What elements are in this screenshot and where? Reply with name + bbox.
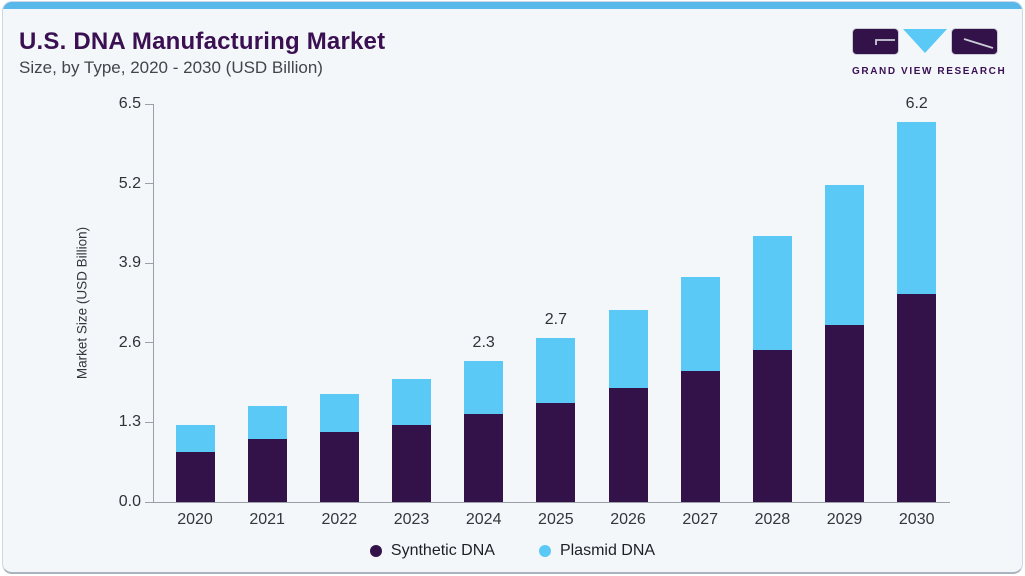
legend-dot-icon bbox=[369, 545, 382, 557]
gvr-logo-text: GRAND VIEW RESEARCH bbox=[852, 66, 1007, 77]
legend-label: Plasmid DNA bbox=[559, 542, 656, 559]
x-tick-label: 2024 bbox=[465, 511, 502, 528]
y-tick-mark bbox=[145, 342, 153, 344]
y-tick-mark bbox=[145, 501, 153, 503]
synthetic-dna-segment bbox=[897, 293, 937, 502]
plasmid-dna-segment bbox=[897, 122, 937, 294]
synthetic-dna-segment bbox=[392, 424, 431, 502]
synthetic-dna-segment bbox=[536, 402, 576, 502]
x-tick-label: 2021 bbox=[249, 511, 285, 528]
y-tick-label: 2.6 bbox=[118, 333, 141, 351]
synthetic-dna-segment bbox=[464, 414, 504, 502]
plasmid-dna-segment bbox=[680, 276, 720, 371]
legend-label: Synthetic DNA bbox=[390, 542, 495, 559]
y-tick-mark bbox=[145, 103, 153, 105]
stacked-bar-2028 bbox=[752, 235, 792, 502]
chart-legend: Synthetic DNA Plasmid DNA bbox=[3, 542, 1022, 560]
x-tick-label: 2022 bbox=[321, 511, 358, 528]
x-tick-label: 2029 bbox=[826, 511, 863, 528]
x-tick-label: 2025 bbox=[538, 511, 574, 528]
y-tick-mark bbox=[145, 262, 153, 264]
stacked-bar-2023 bbox=[392, 378, 431, 502]
x-tick-label: 2020 bbox=[177, 511, 213, 528]
stacked-bar-2020 bbox=[175, 425, 215, 502]
stacked-bar-2026 bbox=[608, 309, 648, 502]
x-tick-label: 2028 bbox=[754, 511, 791, 528]
plasmid-dna-segment bbox=[752, 235, 792, 350]
plasmid-dna-segment bbox=[608, 309, 648, 388]
grand-view-research-logo: GRAND VIEW RESEARCH bbox=[852, 28, 1007, 77]
bar-value-label: 2.7 bbox=[544, 310, 567, 328]
top-accent-bar bbox=[3, 2, 1022, 9]
stacked-bar-2030 bbox=[897, 122, 937, 502]
y-tick-label: 5.2 bbox=[118, 174, 141, 192]
y-tick-label: 3.9 bbox=[118, 254, 141, 272]
y-tick-label: 6.5 bbox=[118, 95, 141, 112]
y-axis-title: Market Size (USD Billion) bbox=[74, 226, 90, 380]
y-tick-mark bbox=[145, 183, 153, 185]
gvr-logo-icon bbox=[852, 28, 998, 55]
stacked-bar-2021 bbox=[247, 405, 287, 502]
page-subtitle: Size, by Type, 2020 - 2030 (USD Billion) bbox=[19, 58, 323, 77]
synthetic-dna-segment bbox=[175, 451, 215, 502]
x-tick-label: 2030 bbox=[898, 511, 935, 528]
synthetic-dna-segment bbox=[680, 370, 720, 502]
page-title: U.S. DNA Manufacturing Market bbox=[19, 28, 386, 55]
plasmid-dna-segment bbox=[825, 185, 865, 326]
stacked-bar-2027 bbox=[680, 276, 720, 502]
legend-item: Plasmid DNA bbox=[538, 542, 656, 560]
y-tick-mark bbox=[145, 421, 153, 423]
plasmid-dna-segment bbox=[464, 361, 504, 415]
synthetic-dna-segment bbox=[608, 387, 648, 502]
plasmid-dna-segment bbox=[536, 337, 576, 403]
x-tick-label: 2026 bbox=[610, 511, 646, 528]
stacked-bar-2024 bbox=[464, 361, 504, 502]
legend-dot-icon bbox=[538, 545, 551, 557]
bar-value-label: 2.3 bbox=[472, 334, 495, 352]
x-tick-label: 2023 bbox=[393, 511, 430, 528]
plasmid-dna-segment bbox=[319, 394, 359, 433]
plasmid-dna-segment bbox=[392, 378, 431, 425]
synthetic-dna-segment bbox=[825, 325, 865, 502]
chart-plot-area: Market Size (USD Billion) 0.0 1.3 2.6 3.9 5.… bbox=[75, 95, 950, 528]
y-tick-label: 0.0 bbox=[118, 493, 141, 510]
stacked-bar-2022 bbox=[319, 394, 359, 502]
plasmid-dna-segment bbox=[175, 425, 215, 452]
bar-value-label: 6.2 bbox=[905, 95, 928, 113]
synthetic-dna-segment bbox=[319, 432, 359, 502]
synthetic-dna-segment bbox=[752, 349, 792, 502]
x-tick-label: 2027 bbox=[682, 511, 718, 528]
legend-item: Synthetic DNA bbox=[369, 542, 495, 560]
plasmid-dna-segment bbox=[247, 405, 287, 439]
stacked-bar-2029 bbox=[825, 185, 865, 502]
synthetic-dna-segment bbox=[247, 438, 287, 502]
stacked-bar-2025 bbox=[536, 337, 576, 502]
y-tick-label: 1.3 bbox=[118, 413, 141, 431]
